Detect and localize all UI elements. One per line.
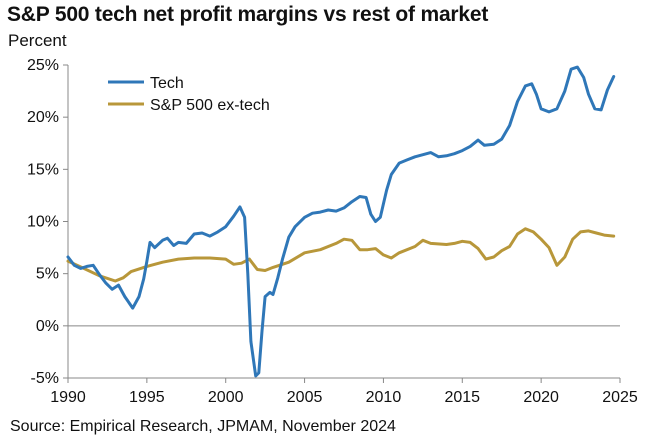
series-line-s-p-500-ex-tech xyxy=(66,227,616,283)
legend-label: S&P 500 ex-tech xyxy=(150,97,270,114)
y-tick-label: -5% xyxy=(31,370,59,387)
x-tick-label: 1990 xyxy=(50,389,86,406)
y-tick-label: 5% xyxy=(36,266,59,283)
y-tick-label: 10% xyxy=(27,214,59,231)
x-tick-label: 2015 xyxy=(444,389,480,406)
x-tick-label: 2005 xyxy=(287,389,323,406)
y-tick-label: 0% xyxy=(36,318,59,335)
x-tick-label: 2000 xyxy=(208,389,244,406)
y-axis-unit-label: Percent xyxy=(8,31,67,50)
y-tick-label: 20% xyxy=(27,109,59,126)
chart-title: S&P 500 tech net profit margins vs rest … xyxy=(7,3,489,26)
y-tick-label: 25% xyxy=(27,57,59,74)
series-line-tech xyxy=(66,65,616,378)
legend-label: Tech xyxy=(150,75,184,92)
x-tick-label: 2025 xyxy=(602,389,638,406)
x-tick-label: 2010 xyxy=(366,389,402,406)
x-tick-label: 2020 xyxy=(523,389,559,406)
x-tick-label: 1995 xyxy=(129,389,165,406)
source-note: Source: Empirical Research, JPMAM, Novem… xyxy=(10,418,396,435)
y-tick-label: 15% xyxy=(27,161,59,178)
